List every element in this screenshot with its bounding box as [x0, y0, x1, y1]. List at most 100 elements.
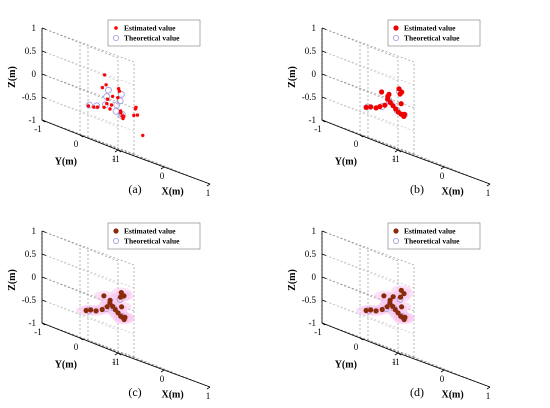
- panel-c: (c) -101-10110.50-0.5-1X(m)Y(m)Z(m)Estim…: [7, 222, 211, 401]
- z-tick-label: 0.5: [305, 249, 317, 259]
- x-tick: [394, 352, 399, 356]
- estimated-point: [83, 307, 89, 314]
- y-tick-label: 1: [392, 357, 397, 367]
- estimated-point: [101, 293, 107, 299]
- y-tick: [79, 134, 84, 138]
- z-tick: [321, 27, 327, 30]
- legend-box: [107, 222, 201, 250]
- z-tick: [321, 253, 327, 256]
- z-tick: [321, 276, 327, 279]
- x-tick: [206, 386, 211, 390]
- estimated-point: [399, 89, 405, 95]
- y-tick-label: -1: [314, 124, 322, 134]
- estimated-point: [132, 113, 136, 118]
- grid-line: [41, 253, 119, 285]
- y-tick-label: 0: [354, 139, 359, 149]
- y-tick-label: 1: [112, 154, 117, 164]
- z-tick-label: 0: [312, 69, 317, 79]
- x-tick-label: 1: [486, 188, 491, 198]
- y-tick-label: 1: [392, 154, 397, 164]
- theoretical-point: [112, 107, 120, 115]
- estimated-point: [110, 94, 115, 99]
- legend-label-theoretical: Theoretical value: [124, 237, 180, 246]
- estimated-point: [93, 308, 99, 314]
- grid-line: [321, 96, 415, 132]
- panel-a: (a) -101-10110.50-0.5-1X(m)Y(m)Z(m)Estim…: [7, 19, 210, 198]
- estimated-point: [373, 308, 379, 314]
- z-tick-label: 1: [312, 226, 317, 236]
- legend-label-theoretical: Theoretical value: [404, 34, 460, 43]
- estimated-point: [108, 107, 112, 111]
- estimated-point: [379, 89, 385, 95]
- legend-marker-theoretical: [392, 237, 399, 244]
- grid-line: [321, 50, 415, 86]
- z-tick: [41, 230, 47, 233]
- x-tick: [114, 149, 119, 153]
- estimated-point: [368, 104, 374, 110]
- z-tick: [321, 50, 327, 53]
- estimated-point: [102, 73, 107, 77]
- estimated-point: [119, 304, 125, 310]
- y-tick-label: -1: [34, 327, 42, 337]
- z-tick-label: 0: [32, 69, 37, 79]
- x-tick: [440, 166, 445, 170]
- legend-marker-theoretical: [392, 35, 399, 42]
- z-tick: [41, 96, 47, 99]
- grid-line: [321, 27, 399, 59]
- x-tick: [486, 183, 491, 187]
- z-tick-label: -1: [309, 318, 317, 328]
- estimated-point: [92, 105, 96, 109]
- estimated-point: [104, 83, 108, 87]
- legend-marker-estimated: [113, 228, 119, 234]
- y-tick-label: -1: [314, 327, 322, 337]
- grid-line: [41, 50, 135, 86]
- x-tick: [160, 369, 165, 373]
- z-tick: [321, 96, 327, 99]
- y-tick: [359, 134, 364, 138]
- z-tick-label: -1: [29, 318, 37, 328]
- z-tick-label: 0.5: [25, 249, 37, 259]
- legend-label-theoretical: Theoretical value: [124, 34, 180, 43]
- legend-label-estimated: Estimated value: [404, 227, 456, 236]
- estimated-point: [122, 114, 126, 119]
- grid-line: [41, 230, 119, 262]
- x-axis-label: X(m): [161, 390, 183, 401]
- estimated-point: [107, 297, 113, 303]
- legend-box: [387, 19, 481, 47]
- x-tick-label: -1: [392, 154, 400, 164]
- legend-marker-estimated: [393, 228, 399, 234]
- estimated-point: [104, 304, 110, 310]
- estimated-point: [134, 105, 138, 110]
- x-axis-label: X(m): [161, 187, 183, 198]
- x-tick-label: 1: [206, 391, 211, 401]
- legend-label-estimated: Estimated value: [124, 24, 176, 33]
- z-tick: [41, 299, 47, 302]
- z-tick-label: -1: [309, 115, 317, 125]
- z-tick: [321, 230, 327, 233]
- grid-line: [41, 299, 135, 335]
- x-tick-label: 0: [440, 171, 445, 181]
- x-tick-label: -1: [392, 357, 400, 367]
- legend-marker-theoretical: [113, 35, 120, 42]
- estimated-point: [99, 306, 105, 313]
- estimated-point: [119, 111, 123, 115]
- grid-line: [41, 230, 135, 266]
- y-tick: [117, 352, 122, 356]
- y-tick-label: 0: [354, 342, 359, 352]
- panel-b: (b) -101-10110.50-0.5-1X(m)Y(m)Z(m)Estim…: [287, 19, 491, 198]
- estimated-point: [102, 105, 106, 110]
- panel-caption: (d): [410, 385, 424, 399]
- grid-line: [41, 96, 135, 132]
- z-tick-label: -0.5: [22, 295, 37, 305]
- estimated-point: [398, 101, 404, 107]
- z-tick: [41, 27, 47, 30]
- x-tick: [394, 149, 399, 153]
- estimated-point: [117, 89, 122, 93]
- z-tick-label: 1: [32, 226, 37, 236]
- grid-line: [321, 50, 399, 82]
- estimated-point: [363, 104, 369, 110]
- estimated-point: [109, 103, 114, 107]
- y-axis-label: Y(m): [335, 157, 357, 168]
- z-axis-label: Z(m): [7, 66, 18, 88]
- z-tick: [321, 73, 327, 76]
